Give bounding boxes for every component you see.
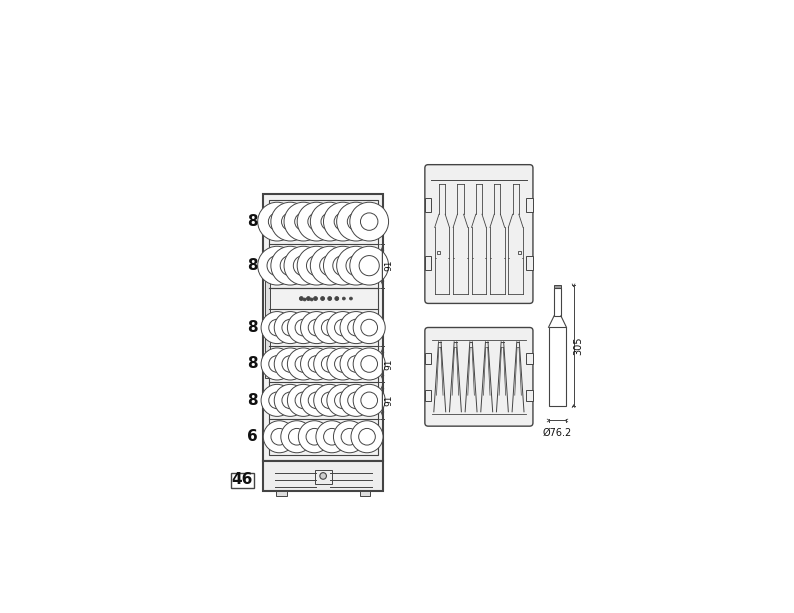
Bar — [549, 327, 566, 406]
Text: 8: 8 — [247, 357, 258, 371]
Circle shape — [342, 297, 345, 300]
Circle shape — [310, 202, 349, 241]
Circle shape — [320, 473, 326, 479]
Text: 91: 91 — [384, 395, 393, 406]
Text: 8: 8 — [247, 320, 258, 335]
Bar — [268, 200, 378, 455]
Text: 6: 6 — [247, 429, 258, 444]
Circle shape — [316, 421, 348, 453]
Circle shape — [258, 202, 296, 241]
Text: 8: 8 — [247, 214, 258, 229]
Bar — [526, 390, 533, 401]
Circle shape — [327, 384, 359, 416]
Circle shape — [314, 384, 345, 416]
Circle shape — [274, 311, 306, 344]
Bar — [425, 256, 431, 270]
Circle shape — [261, 384, 293, 416]
Circle shape — [261, 311, 293, 344]
Circle shape — [301, 311, 333, 344]
Text: 8: 8 — [247, 258, 258, 273]
Circle shape — [327, 348, 359, 380]
Circle shape — [287, 384, 319, 416]
Circle shape — [284, 246, 323, 285]
Circle shape — [264, 421, 295, 453]
Bar — [526, 352, 533, 364]
Bar — [526, 256, 533, 270]
Circle shape — [274, 348, 306, 380]
Bar — [263, 460, 384, 491]
Circle shape — [301, 384, 333, 416]
Text: 8: 8 — [247, 393, 258, 408]
Circle shape — [323, 246, 362, 285]
Circle shape — [299, 421, 330, 453]
Bar — [314, 470, 332, 484]
Circle shape — [258, 246, 296, 285]
Circle shape — [353, 311, 385, 344]
Bar — [425, 390, 431, 401]
Circle shape — [340, 348, 372, 380]
Circle shape — [271, 246, 310, 285]
Bar — [360, 491, 370, 496]
Bar — [553, 285, 561, 288]
Circle shape — [306, 297, 310, 300]
Circle shape — [328, 297, 332, 300]
Circle shape — [351, 421, 383, 453]
Text: 305: 305 — [573, 337, 584, 355]
Text: 91: 91 — [384, 358, 393, 370]
Circle shape — [337, 202, 376, 241]
FancyBboxPatch shape — [425, 327, 533, 426]
Circle shape — [301, 348, 333, 380]
Circle shape — [314, 297, 318, 300]
Circle shape — [261, 348, 293, 380]
Circle shape — [287, 311, 319, 344]
Bar — [425, 198, 431, 212]
Circle shape — [337, 246, 376, 285]
Circle shape — [303, 298, 306, 301]
Circle shape — [297, 246, 336, 285]
Bar — [425, 352, 431, 364]
Circle shape — [333, 421, 365, 453]
Circle shape — [284, 202, 323, 241]
Circle shape — [274, 384, 306, 416]
Bar — [437, 251, 440, 254]
Circle shape — [281, 421, 313, 453]
Circle shape — [314, 311, 345, 344]
Circle shape — [299, 297, 303, 300]
Circle shape — [271, 202, 310, 241]
Circle shape — [321, 297, 325, 300]
Text: Ø76.2: Ø76.2 — [543, 428, 572, 438]
Circle shape — [314, 348, 345, 380]
Bar — [554, 288, 561, 316]
Circle shape — [349, 297, 353, 300]
Circle shape — [340, 384, 372, 416]
FancyBboxPatch shape — [425, 165, 533, 303]
Circle shape — [310, 298, 313, 301]
Circle shape — [297, 202, 336, 241]
Bar — [265, 276, 270, 378]
Bar — [518, 251, 521, 254]
Bar — [526, 198, 533, 212]
Bar — [231, 473, 253, 487]
Circle shape — [340, 311, 372, 344]
Bar — [276, 491, 287, 496]
Circle shape — [310, 246, 349, 285]
Circle shape — [287, 348, 319, 380]
Circle shape — [335, 297, 339, 300]
Circle shape — [350, 202, 388, 241]
Text: 91: 91 — [384, 260, 393, 272]
Circle shape — [327, 311, 359, 344]
Circle shape — [350, 246, 388, 285]
Circle shape — [323, 202, 362, 241]
Text: 46: 46 — [231, 471, 252, 487]
Circle shape — [353, 384, 385, 416]
Bar — [263, 194, 384, 460]
Circle shape — [353, 348, 385, 380]
